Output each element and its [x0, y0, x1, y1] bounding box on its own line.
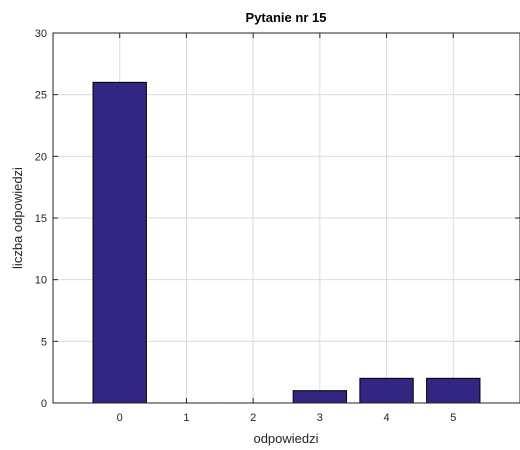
y-tick-label-4: 20: [35, 151, 47, 163]
x-tick-label-2: 2: [250, 412, 256, 424]
x-tick-label-0: 0: [117, 412, 123, 424]
y-tick-label-6: 30: [35, 28, 47, 40]
ticks-layer: 0 5 10 15 20 25 30 0 1 2 3 4 5: [35, 28, 520, 424]
y-tick-label-3: 15: [35, 213, 47, 225]
x-axis-title: odpowiedzi: [253, 431, 318, 446]
bar-0: [92, 81, 147, 404]
chart-title: Pytanie nr 15: [246, 10, 327, 25]
bars-layer: [92, 81, 481, 404]
x-tick-label-3: 3: [317, 412, 323, 424]
y-tick-label-2: 10: [35, 275, 47, 287]
y-tick-label-1: 5: [41, 336, 47, 348]
y-axis-title: liczba odpowiedzi: [10, 167, 25, 269]
x-tick-label-1: 1: [183, 412, 189, 424]
x-tick-label-5: 5: [450, 412, 456, 424]
y-tick-label-5: 25: [35, 90, 47, 102]
x-tick-label-4: 4: [384, 412, 390, 424]
y-tick-label-0: 0: [41, 398, 47, 410]
